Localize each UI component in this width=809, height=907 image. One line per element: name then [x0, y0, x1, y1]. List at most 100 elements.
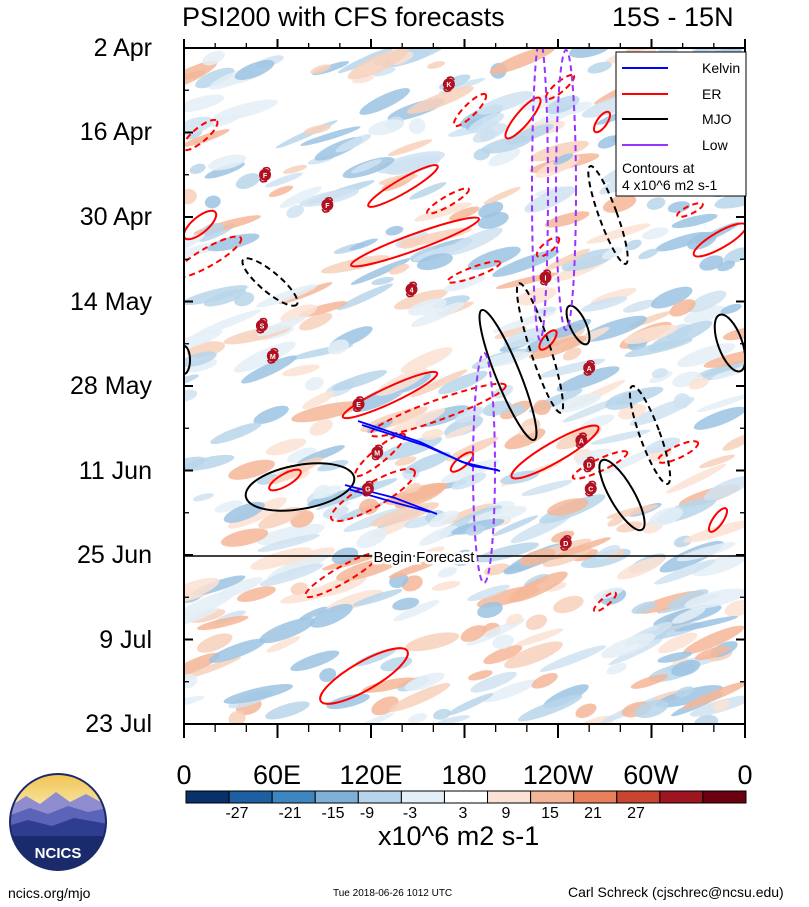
anomaly-patch: [414, 202, 472, 222]
y-tick-label: 11 Jun: [78, 457, 152, 485]
anomaly-patch: [655, 685, 724, 708]
anomaly-patch: [352, 589, 403, 607]
anomaly-patch: [703, 476, 745, 501]
wave-contour: [341, 370, 439, 420]
wave-contour: [535, 236, 561, 258]
storm-tail: [321, 197, 334, 213]
anomaly-patch: [302, 391, 335, 410]
storm-symbol: A: [575, 432, 588, 449]
anomaly-patch: [233, 341, 296, 373]
storm-marker: [583, 361, 596, 374]
anomaly-patch: [388, 683, 451, 712]
anomaly-patch: [666, 463, 727, 494]
anomaly-patch: [184, 285, 248, 306]
forecast-label: Begin Forecast: [374, 549, 476, 566]
anomaly-patch: [624, 324, 678, 345]
anomaly-patch: [228, 459, 275, 480]
anomaly-patch: [483, 186, 521, 205]
anomaly-patch: [575, 703, 597, 719]
wave-contour: [531, 48, 549, 341]
legend-box: [615, 51, 747, 197]
colorbar-swatch: [228, 790, 273, 804]
colorbar-swatch: [573, 790, 618, 804]
anomaly-patch: [299, 606, 328, 621]
anomaly-patch: [195, 67, 235, 89]
wave-contour: [184, 345, 191, 375]
colorbar-label: 15: [541, 805, 559, 822]
anomaly-patch: [649, 507, 683, 527]
anomaly-patch: [300, 126, 361, 146]
logo-text: NCICS: [35, 845, 82, 862]
wave-contour: [319, 647, 409, 705]
storm-tail: [583, 359, 595, 376]
anomaly-patch: [337, 48, 395, 74]
anomaly-patch: [467, 584, 510, 602]
anomaly-patch: [556, 366, 620, 392]
wave-contour: [598, 458, 646, 532]
y-tick-label: 9 Jul: [99, 626, 152, 654]
anomaly-patch: [560, 101, 593, 115]
anomaly-patch: [509, 404, 526, 416]
anomaly-patch: [184, 652, 221, 678]
anomaly-patch: [184, 358, 218, 373]
anomaly-patch: [608, 639, 663, 666]
anomaly-patch: [184, 329, 223, 350]
anomaly-patch: [350, 258, 411, 285]
anomaly-patch: [646, 197, 666, 210]
wave-contour: [241, 257, 299, 307]
anomaly-patch: [683, 625, 745, 655]
anomaly-patch: [409, 182, 447, 200]
anomaly-patch: [445, 424, 476, 439]
anomaly-patch: [506, 123, 554, 145]
anomaly-patch: [207, 233, 260, 252]
anomaly-patch: [671, 213, 718, 229]
anomaly-patch: [477, 91, 533, 115]
anomaly-patch: [673, 393, 691, 409]
anomaly-patch: [256, 523, 325, 546]
anomaly-patch: [586, 223, 651, 244]
colorbar-swatch: [487, 790, 532, 804]
storm-symbol: F: [259, 166, 272, 183]
anomaly-patch: [184, 454, 235, 471]
anomaly-patch: [282, 164, 308, 174]
wave-contour: [713, 313, 745, 373]
anomaly-patch: [470, 671, 517, 693]
anomaly-patch: [398, 237, 423, 249]
anomaly-patch: [551, 530, 575, 543]
anomaly-patch: [428, 510, 459, 528]
anomaly-patch: [257, 534, 320, 552]
storm-symbol: I: [539, 269, 552, 286]
anomaly-patch: [404, 672, 445, 691]
footer-left: ncics.org/mjo: [8, 885, 91, 901]
storm-letter: A: [579, 438, 584, 445]
anomaly-patch: [299, 312, 333, 331]
anomaly-patch: [184, 695, 205, 708]
storm-symbol: K: [442, 76, 455, 93]
wave-contour: [592, 110, 612, 134]
storm-letter: G: [365, 487, 371, 494]
storm-tail: [575, 432, 588, 449]
legend-note-1: Contours at: [622, 160, 694, 176]
anomaly-patch: [411, 302, 465, 328]
anomaly-patch: [451, 549, 476, 566]
anomaly-patch: [642, 227, 669, 240]
anomaly-patch: [667, 201, 691, 213]
anomaly-patch: [630, 674, 669, 689]
anomaly-patch: [228, 710, 246, 724]
anomaly-patch: [712, 699, 730, 712]
anomaly-patch: [202, 50, 225, 66]
anomaly-patch: [214, 500, 243, 513]
anomaly-patch: [631, 601, 657, 614]
anomaly-patch: [416, 253, 453, 271]
anomaly-patch: [697, 394, 745, 413]
colorbar-label: 21: [584, 805, 602, 822]
anomaly-patch: [674, 616, 738, 632]
storm-letter: A: [587, 366, 592, 373]
storm-marker: [559, 536, 572, 549]
anomaly-patch: [279, 186, 322, 209]
anomaly-patch: [714, 187, 745, 209]
wave-contour: [628, 385, 672, 485]
anomaly-patch: [424, 546, 445, 556]
anomaly-patch: [474, 542, 540, 563]
anomaly-patch: [208, 154, 247, 171]
